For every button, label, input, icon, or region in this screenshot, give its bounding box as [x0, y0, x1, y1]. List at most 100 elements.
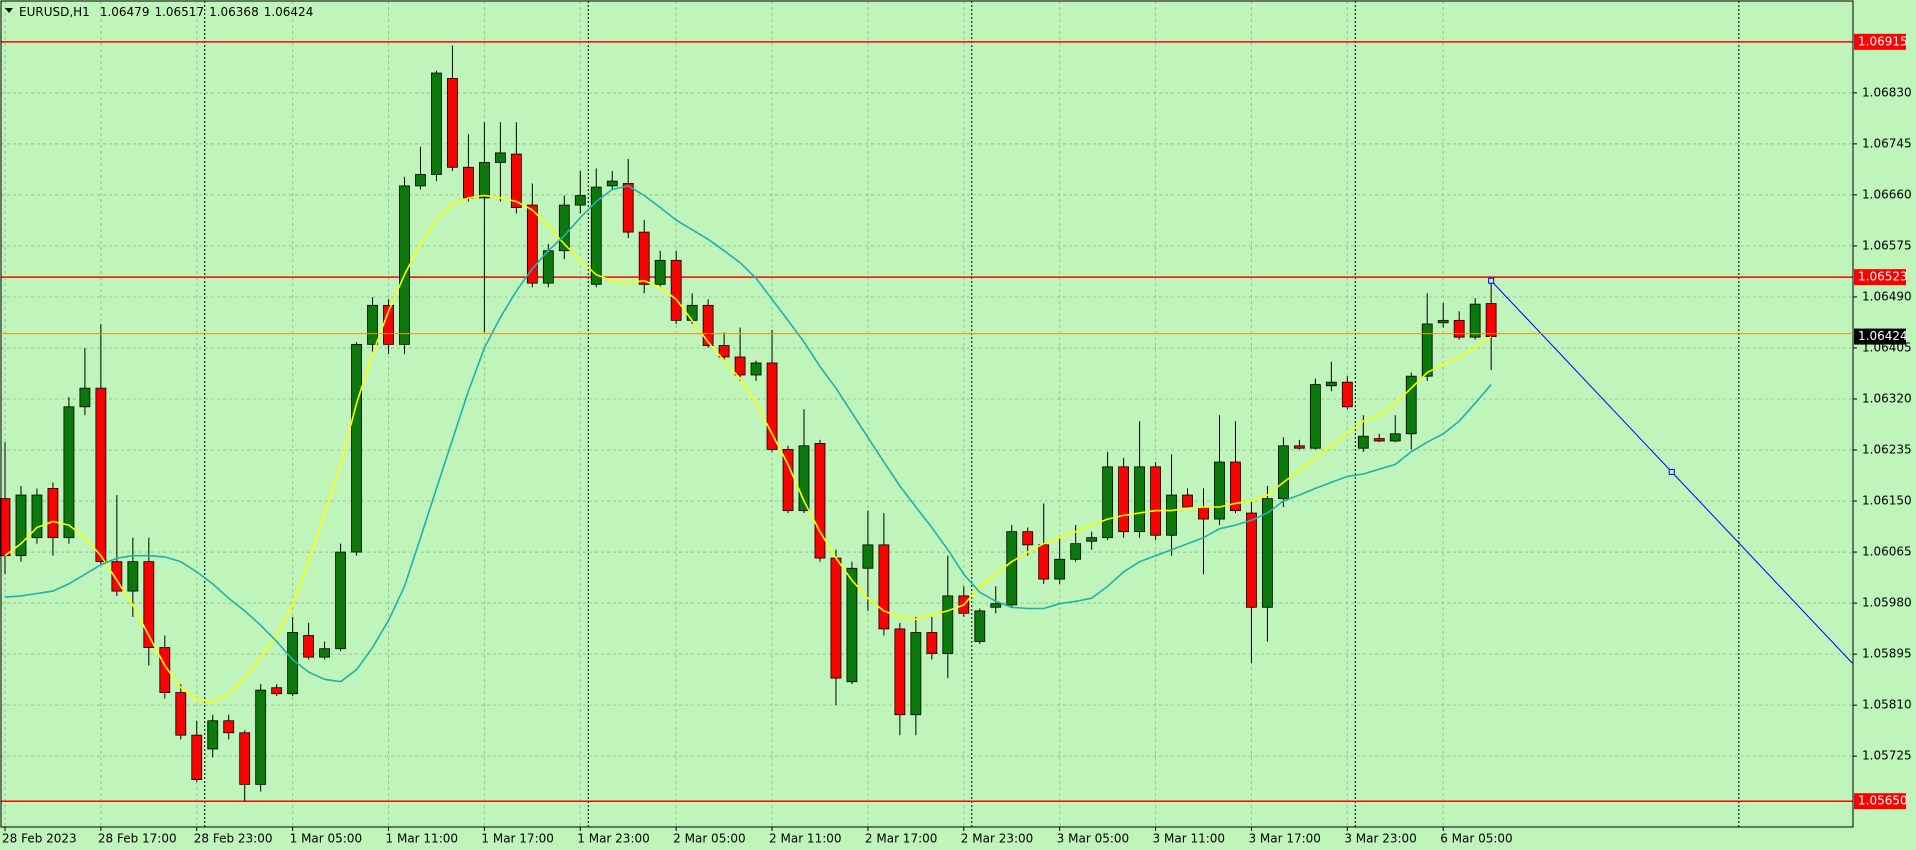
candle-body: [910, 632, 922, 716]
candle-body: [367, 304, 378, 345]
candle-body: [1150, 466, 1161, 536]
header-field: 1.06479: [100, 5, 150, 19]
candle-body: [1405, 375, 1417, 435]
x-tick-label: 2 Mar 05:00: [673, 832, 746, 846]
x-tick-label: 3 Mar 05:00: [1057, 832, 1130, 846]
candle-body: [622, 183, 634, 233]
candle-body: [798, 445, 810, 512]
candle-body: [1469, 303, 1481, 338]
y-tick-label: 1.06660: [1862, 187, 1912, 201]
candle-body: [303, 635, 315, 658]
price-label-box: [1854, 793, 1906, 810]
candle-body: [686, 304, 698, 321]
candle-body: [1309, 384, 1321, 449]
candle-body: [1437, 319, 1449, 324]
candle-body: [63, 406, 75, 539]
candle-body: [1341, 381, 1353, 408]
header-field: 1.06517: [154, 5, 204, 19]
x-tick-label: 28 Feb 2023: [2, 832, 77, 846]
y-tick-label: 1.05725: [1862, 749, 1912, 763]
candle-body: [1134, 466, 1145, 533]
candle-body: [494, 152, 506, 163]
moving-average: [4, 185, 1492, 683]
y-tick-label: 1.06235: [1862, 443, 1912, 457]
candle-body: [1246, 512, 1257, 608]
current-price-box: [1854, 328, 1906, 345]
candle-body: [974, 610, 986, 642]
trendline-handle: [1488, 277, 1495, 284]
candle-body: [1182, 494, 1193, 508]
candle-body: [1293, 445, 1305, 449]
candle-body: [1278, 445, 1289, 500]
candle-body: [143, 561, 155, 648]
candle-body: [79, 387, 91, 408]
y-tick-label: 1.06065: [1862, 545, 1912, 559]
x-tick-label: 1 Mar 23:00: [577, 832, 650, 846]
y-tick-label: 1.05810: [1862, 698, 1912, 712]
candle-body: [271, 687, 283, 695]
candle-body: [447, 78, 458, 168]
x-tick-label: 28 Feb 17:00: [98, 832, 177, 846]
candle-body: [1038, 544, 1050, 580]
candle-body: [1166, 494, 1177, 536]
header-field: EURUSD,H1: [19, 5, 90, 19]
x-tick-label: 3 Mar 11:00: [1153, 832, 1226, 846]
candle-body: [1262, 498, 1273, 608]
candle-body: [239, 732, 251, 785]
candle-body: [654, 259, 666, 285]
candle-body: [558, 204, 570, 252]
candle-body: [990, 603, 1002, 608]
candle-body: [31, 494, 43, 539]
candle-body: [782, 449, 794, 512]
price-label: 1.06915: [1858, 34, 1908, 48]
candle-body: [1453, 319, 1465, 338]
candle-body: [734, 356, 746, 376]
candle-body: [1118, 466, 1129, 533]
axis-area: [0, 827, 1853, 850]
candle-body: [111, 561, 123, 592]
candle-body: [175, 692, 187, 736]
candle-body: [862, 544, 874, 569]
x-tick-label: 2 Mar 11:00: [769, 832, 842, 846]
candle-body: [351, 343, 362, 553]
candle-body: [1070, 543, 1082, 560]
candle-body: [830, 557, 842, 679]
candle-body: [814, 443, 826, 559]
candle-body: [926, 632, 938, 654]
moving-average: [4, 194, 1492, 703]
candle-body: [702, 304, 714, 346]
current-price-label: 1.06424: [1858, 329, 1908, 343]
candle-body: [335, 551, 346, 650]
candle-body: [894, 628, 906, 716]
candle-body: [574, 195, 586, 206]
candle-body: [207, 720, 219, 750]
x-tick-label: 3 Mar 23:00: [1344, 832, 1417, 846]
candle-body: [15, 494, 27, 557]
header-arrow: [5, 8, 13, 13]
candle-body: [95, 387, 107, 563]
candle-body: [47, 488, 59, 539]
candle-body: [590, 186, 602, 285]
candle-body: [478, 162, 490, 199]
candle-body: [670, 259, 682, 321]
candle-body: [942, 595, 954, 654]
candle-body: [878, 544, 890, 630]
candle-body: [1102, 466, 1114, 539]
candle-body: [223, 720, 235, 734]
candle-body: [191, 734, 203, 780]
candle-body: [1325, 381, 1337, 387]
candle-body: [1198, 506, 1209, 520]
y-tick-label: 1.05895: [1862, 647, 1912, 661]
x-tick-label: 1 Mar 11:00: [386, 832, 459, 846]
candle-body: [1054, 558, 1066, 580]
candle-body: [606, 180, 618, 187]
price-label-box: [1854, 33, 1906, 50]
x-tick-label: 28 Feb 23:00: [194, 832, 273, 846]
candle-body: [750, 362, 762, 376]
y-tick-label: 1.06320: [1862, 391, 1912, 405]
candle-body: [510, 153, 522, 208]
x-tick-label: 3 Mar 17:00: [1248, 832, 1321, 846]
